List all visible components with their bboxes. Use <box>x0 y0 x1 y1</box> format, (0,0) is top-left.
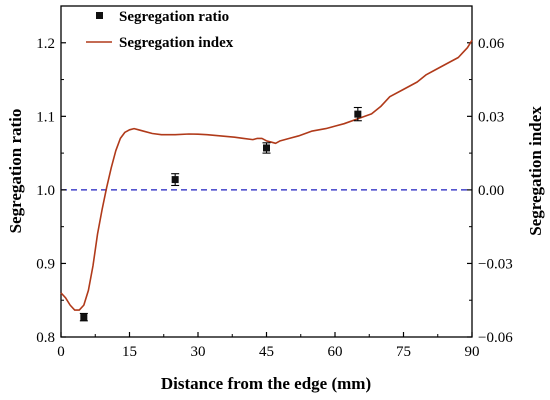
plot-frame <box>60 5 473 338</box>
x-axis-title: Distance from the edge (mm) <box>161 374 371 393</box>
x-axis: 0 15 30 45 60 75 90 <box>57 332 480 360</box>
x-tick-label: 0 <box>57 344 65 360</box>
segregation-index-line <box>60 39 473 311</box>
data-point-ratio <box>354 110 362 118</box>
y-left-tick-label: 0.8 <box>36 330 55 346</box>
data-point-ratio <box>263 144 270 152</box>
right-y-axis-title: Segregation index <box>526 106 545 236</box>
y-right-tick-label: −0.03 <box>478 256 513 272</box>
left-y-axis-title: Segregation ratio <box>6 109 25 234</box>
legend-marker-square <box>96 12 103 19</box>
y-right-tick-label: 0.03 <box>478 109 504 125</box>
x-tick-label: 90 <box>465 344 480 360</box>
x-tick-label: 45 <box>259 344 274 360</box>
y-left-tick-label: 0.9 <box>36 256 55 272</box>
right-y-axis: −0.06 −0.03 0.00 0.03 0.06 <box>467 36 513 346</box>
segregation-ratio-points <box>79 106 362 322</box>
data-point-ratio <box>171 176 179 184</box>
legend-label-ratio: Segregation ratio <box>119 9 229 25</box>
legend: Segregation ratio Segregation index <box>86 9 234 51</box>
data-point-ratio <box>80 313 88 321</box>
x-tick-label: 15 <box>122 344 137 360</box>
y-right-tick-label: −0.06 <box>478 330 513 346</box>
y-right-tick-label: 0.00 <box>478 183 504 199</box>
x-tick-label: 30 <box>191 344 206 360</box>
y-left-tick-label: 1.0 <box>36 183 55 199</box>
y-left-tick-label: 1.1 <box>36 109 55 125</box>
legend-label-index: Segregation index <box>119 35 234 51</box>
y-right-tick-label: 0.06 <box>478 36 505 52</box>
left-y-axis: 0.8 0.9 1.0 1.1 1.2 <box>36 36 66 346</box>
x-tick-label: 60 <box>328 344 343 360</box>
y-left-tick-label: 1.2 <box>36 36 55 52</box>
x-tick-label: 75 <box>396 344 411 360</box>
